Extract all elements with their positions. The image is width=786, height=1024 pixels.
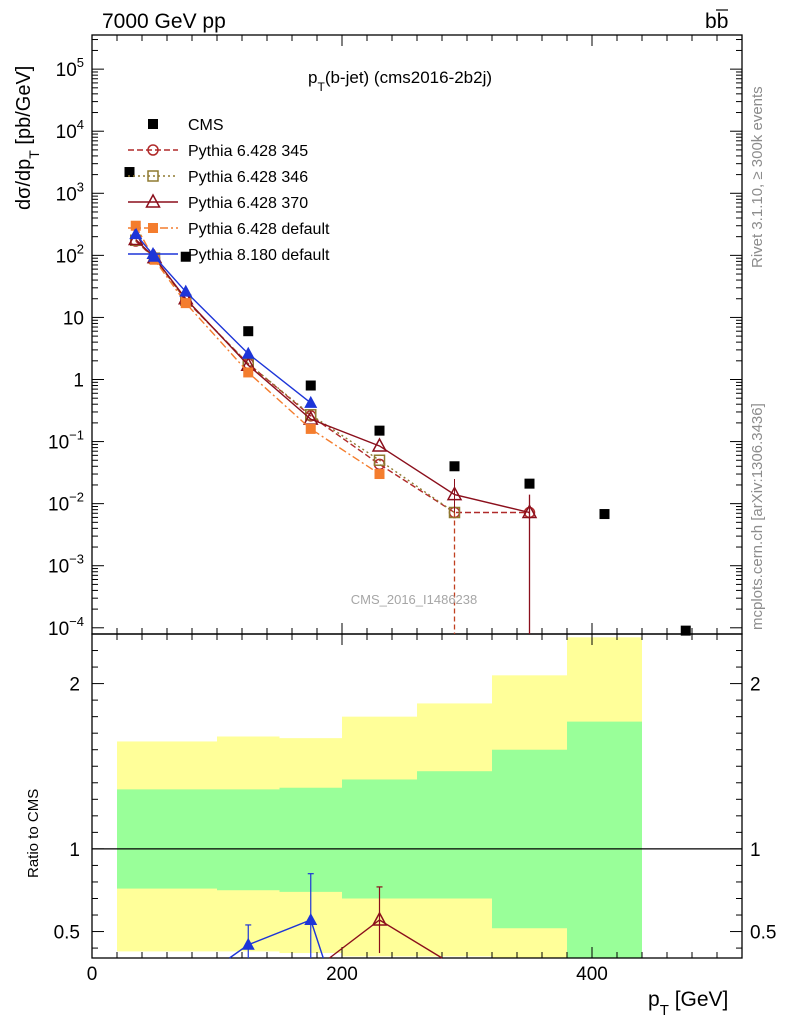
data-point: [130, 220, 141, 231]
y-tick-label: 10: [63, 308, 84, 329]
series-line: [135, 239, 455, 514]
x-tick-label: 400: [576, 964, 608, 985]
ratio-line: [229, 919, 324, 959]
ratio-y-tick-label: 0.5: [54, 923, 80, 944]
mcplots-reference-label: mcplots.cern.ch [arXiv:1306.3436]: [749, 403, 766, 630]
legend-entry: Pythia 6.428 346: [128, 169, 308, 186]
ratio-y-tick-label-right: 2: [750, 675, 761, 696]
data-point: [305, 423, 316, 434]
legend-label: Pythia 6.428 default: [188, 221, 330, 238]
y-tick-label: 10−3: [48, 552, 84, 578]
y-tick-label: 10−4: [48, 614, 84, 640]
axis-ticks: 0 200 400 10−4 10−3 10−2 10−1 1 10 102 103 104 105 0.…: [48, 35, 776, 985]
ratio-panel-data: [229, 873, 443, 959]
data-point: [305, 380, 316, 391]
x-tick-label: 200: [326, 964, 358, 985]
series-pythia-6-428-370: [127, 230, 538, 519]
y-tick-label: 1: [73, 371, 84, 392]
legend-marker: [148, 119, 158, 129]
data-point: [304, 395, 318, 408]
ratio-point: [241, 937, 255, 950]
legend-label: Pythia 6.428 370: [188, 195, 308, 212]
data-point: [449, 461, 460, 472]
series-cms: [124, 167, 691, 636]
legend-marker: [145, 193, 161, 208]
analysis-watermark: CMS_2016_I1486238: [351, 592, 478, 607]
y-tick-label: 10−1: [48, 428, 84, 454]
y-axis-label-ratio: Ratio to CMS: [25, 789, 42, 878]
data-point: [599, 509, 610, 520]
data-point: [373, 454, 386, 467]
ratio-series-pythia-8-180-default: [229, 873, 324, 959]
ratio-band-green: [492, 749, 567, 929]
ratio-band-green: [342, 779, 417, 899]
legend-entry: Pythia 6.428 370: [128, 193, 308, 212]
ratio-band-green: [217, 789, 280, 891]
ratio-series-pythia-6-428-370: [329, 886, 443, 959]
legend-label: Pythia 6.428 345: [188, 143, 308, 160]
data-point: [524, 478, 535, 489]
data-point: [129, 227, 143, 240]
legend-entry: Pythia 6.428 default: [128, 221, 330, 238]
legend-marker: [146, 247, 160, 259]
process-label: bb: [705, 10, 728, 33]
x-tick-label: 0: [87, 964, 98, 985]
legend-label: Pythia 6.428 346: [188, 169, 308, 186]
rivet-version-label: Rivet 3.1.10, ≥ 300k events: [749, 86, 766, 268]
ratio-y-tick-label-right: 0.5: [750, 923, 776, 944]
ratio-y-tick-label: 1: [69, 840, 80, 861]
ratio-band-green: [567, 721, 642, 958]
legend-label: CMS: [188, 117, 224, 134]
series-line: [135, 239, 530, 514]
series-pythia-6-428-345: [130, 235, 536, 519]
ratio-point: [304, 912, 318, 925]
legend-entry: CMS: [148, 117, 224, 134]
legend-entry: Pythia 6.428 345: [128, 143, 308, 160]
legend-label: Pythia 8.180 default: [188, 247, 330, 264]
series-line: [135, 240, 530, 514]
ratio-band-green: [417, 771, 492, 899]
ratio-band-green: [117, 789, 217, 889]
data-point: [241, 346, 255, 359]
ratio-point: [371, 911, 388, 926]
y-axis-label-main: dσ/dpT [pb/GeV]: [13, 66, 42, 210]
data-point: [179, 284, 193, 297]
y-tick-label: 10−2: [48, 490, 84, 516]
ratio-y-tick-label-right: 1: [750, 840, 761, 861]
data-point: [680, 625, 691, 636]
legend-marker: [147, 170, 159, 182]
data-point: [374, 425, 385, 436]
y-tick-label: 105: [56, 55, 84, 81]
legend-entry: Pythia 8.180 default: [128, 247, 330, 264]
energy-label: 7000 GeV pp: [102, 10, 226, 33]
legend-marker: [147, 144, 159, 156]
legend: CMS Pythia 6.428 345 Pythia 6.428 346 Pythi…: [128, 117, 330, 264]
data-point: [124, 167, 135, 178]
data-point: [180, 298, 191, 309]
y-tick-label: 102: [56, 241, 84, 267]
y-tick-label: 103: [56, 179, 84, 205]
data-point: [243, 367, 254, 378]
ratio-y-tick-label: 2: [69, 675, 80, 696]
plot-title: pT(b-jet) (cms2016-2b2j): [308, 68, 492, 94]
data-point: [243, 326, 254, 337]
data-point: [371, 437, 388, 452]
data-point: [374, 469, 385, 480]
series-pythia-6-428-346: [130, 234, 461, 519]
x-axis-label: pT [GeV]: [648, 988, 728, 1019]
y-tick-label: 104: [56, 117, 84, 143]
ratio-uncertainty-bands: [92, 637, 742, 958]
legend-marker: [148, 223, 158, 233]
data-point: [180, 251, 191, 262]
